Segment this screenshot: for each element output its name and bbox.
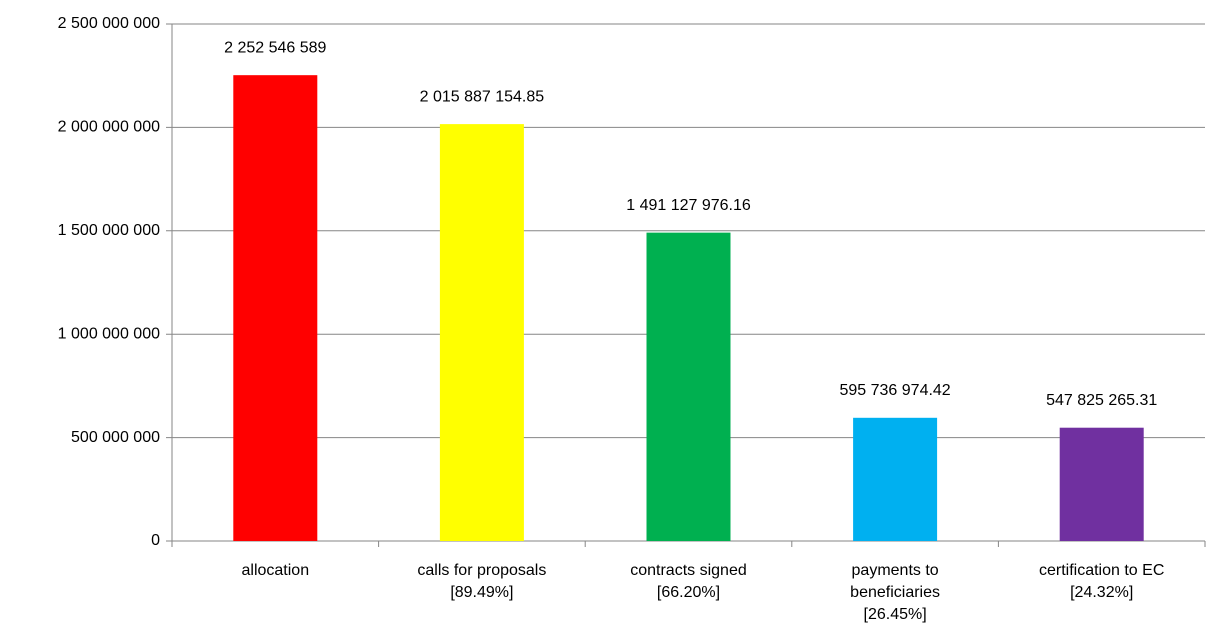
x-tick-label: certification to EC [24.32%] [1038,562,1165,601]
y-tick-label: 500 000 000 [71,429,160,446]
x-tick-label: calls for proposals [89.49%] [417,562,547,601]
bar [233,75,318,541]
value-label: 1 491 127 976.16 [626,197,751,214]
value-label: 547 825 265.31 [1046,392,1157,409]
x-tick-label: contracts signed [66.20%] [630,562,747,601]
bar [439,124,524,542]
y-tick-label: 2 500 000 000 [58,15,160,32]
bar [646,232,731,541]
value-label: 595 736 974.42 [839,382,950,399]
y-tick-label: 1 000 000 000 [58,325,160,342]
value-label: 2 015 887 154.85 [420,88,545,105]
x-tick-label: payments to beneficiaries [26.45%] [850,562,940,623]
bar [853,417,938,541]
x-tick-label: allocation [241,562,310,579]
y-tick-label: 0 [151,532,160,549]
value-label: 2 252 546 589 [224,39,326,56]
y-tick-label: 2 000 000 000 [58,119,160,136]
bar [1059,427,1144,541]
y-tick-label: 1 500 000 000 [58,222,160,239]
